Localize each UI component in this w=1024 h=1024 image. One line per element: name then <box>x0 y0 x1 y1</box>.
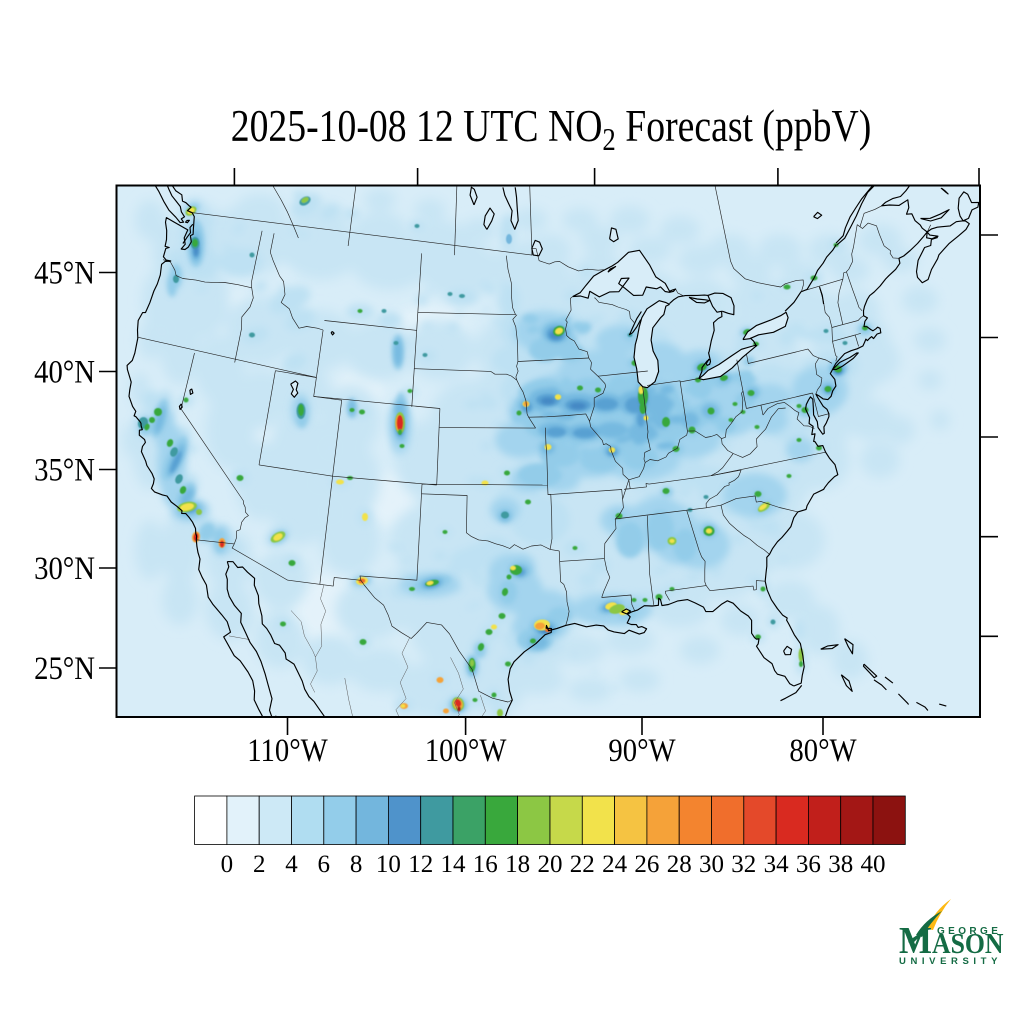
svg-text:0: 0 <box>221 851 234 878</box>
svg-text:2025-10-08 12 UTC NO2 Forecast: 2025-10-08 12 UTC NO2 Forecast (ppbV) <box>231 101 872 158</box>
svg-text:6: 6 <box>318 851 331 878</box>
svg-text:UNIVERSITY: UNIVERSITY <box>899 956 1002 967</box>
svg-text:90°W: 90°W <box>608 731 676 768</box>
svg-text:35°N: 35°N <box>34 451 95 488</box>
svg-text:40°N: 40°N <box>34 353 95 390</box>
svg-text:4: 4 <box>285 851 298 878</box>
svg-text:22: 22 <box>570 851 595 878</box>
svg-text:2: 2 <box>253 851 266 878</box>
svg-text:38: 38 <box>828 851 853 878</box>
svg-text:40: 40 <box>861 851 886 878</box>
svg-text:45°N: 45°N <box>34 254 95 291</box>
svg-text:GEORGE: GEORGE <box>937 926 1001 937</box>
svg-text:16: 16 <box>473 851 498 878</box>
svg-text:28: 28 <box>667 851 692 878</box>
svg-text:12: 12 <box>408 851 433 878</box>
svg-text:24: 24 <box>602 851 628 878</box>
svg-text:32: 32 <box>731 851 756 878</box>
svg-text:8: 8 <box>350 851 363 878</box>
svg-text:80°W: 80°W <box>789 731 857 768</box>
svg-text:25°N: 25°N <box>34 649 95 686</box>
svg-text:100°W: 100°W <box>425 731 507 768</box>
svg-text:MASON: MASON <box>899 919 1004 962</box>
svg-text:30°N: 30°N <box>34 549 95 586</box>
svg-text:30: 30 <box>699 851 724 878</box>
svg-text:36: 36 <box>796 851 821 878</box>
svg-text:18: 18 <box>505 851 530 878</box>
svg-text:10: 10 <box>376 851 401 878</box>
svg-text:26: 26 <box>634 851 659 878</box>
svg-text:34: 34 <box>764 851 790 878</box>
svg-text:20: 20 <box>538 851 563 878</box>
svg-text:14: 14 <box>441 851 467 878</box>
svg-text:110°W: 110°W <box>247 731 328 768</box>
